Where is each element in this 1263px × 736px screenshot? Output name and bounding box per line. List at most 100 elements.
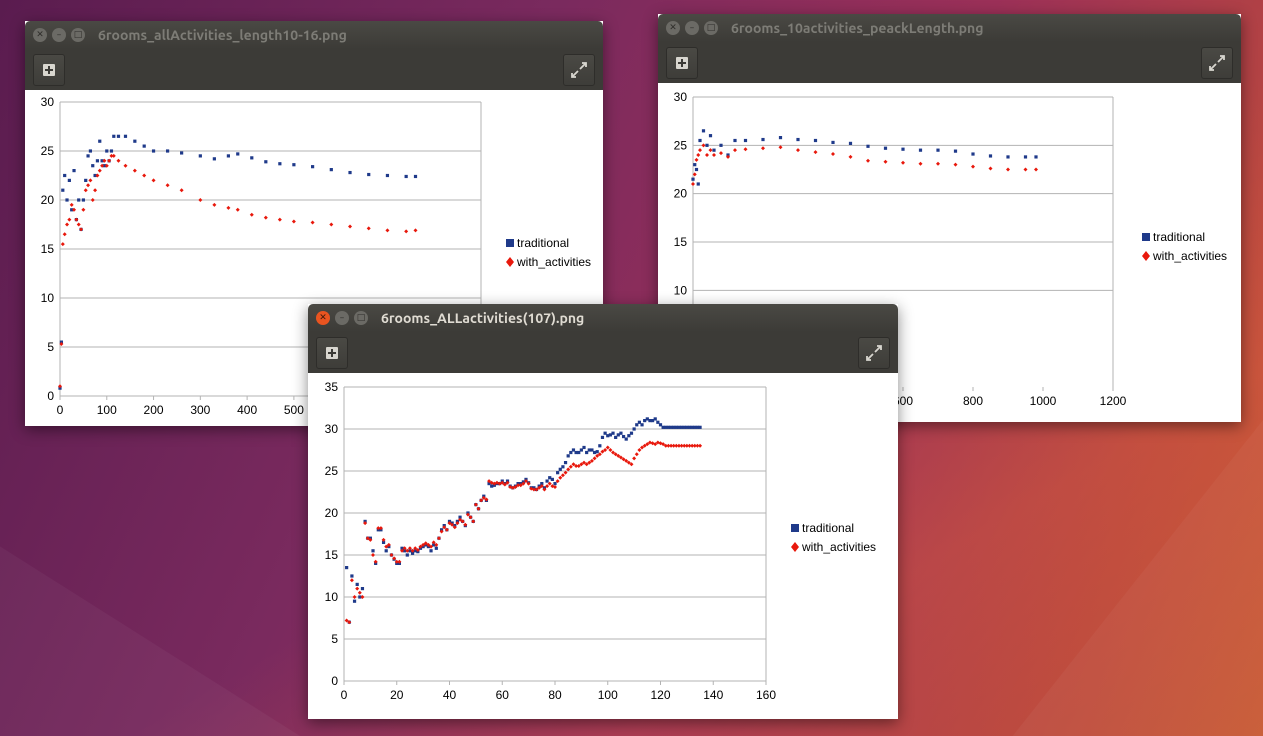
maximize-icon[interactable]: □ [354,311,368,325]
fullscreen-button[interactable] [858,337,890,369]
data-point-with-activities [421,542,426,547]
data-point-with-activities [579,462,584,467]
data-point-with-activities [701,143,706,148]
data-point-traditional [778,136,783,140]
y-tick-label: 10 [325,590,339,604]
close-icon[interactable]: ✕ [666,21,680,35]
data-point-with-activities [642,443,647,448]
data-point-with-activities [796,148,800,153]
data-point-traditional [123,134,128,138]
data-point-with-activities [692,443,697,448]
data-point-with-activities [59,342,64,347]
image-viewer-window[interactable]: ✕ – □ 6rooms_ALLactivities(107).png 0 5 10… [308,304,898,719]
data-point-with-activities [79,227,84,232]
data-point-with-activities [95,173,100,178]
legend-marker-square [506,239,514,247]
data-point-traditional [98,139,102,143]
data-point-traditional [355,582,359,586]
data-point-with-activities [402,546,407,551]
data-point-traditional [180,151,184,155]
data-point-with-activities [392,556,397,561]
data-point-traditional [1006,155,1010,159]
data-point-with-activities [235,207,240,212]
y-tick-label: 25 [41,144,55,158]
zoom-in-button[interactable] [666,47,698,79]
data-point-traditional [705,143,709,147]
data-point-with-activities [669,443,674,448]
data-point-with-activities [329,222,334,227]
data-point-with-activities [107,158,112,163]
x-tick-label: 200 [144,403,164,417]
window-titlebar[interactable]: ✕ – □ 6rooms_10activities_peackLength.pn… [658,14,1241,42]
data-point-with-activities [613,452,618,457]
data-point-traditional [693,163,697,167]
close-icon[interactable]: ✕ [316,311,330,325]
data-point-traditional [133,139,137,143]
viewer-toolbar [25,49,603,90]
data-point-with-activities [589,458,594,463]
data-point-traditional [561,465,565,469]
minimize-icon[interactable]: – [52,28,66,42]
viewer-toolbar [658,42,1241,83]
data-point-with-activities [58,384,62,389]
data-point-traditional [112,134,116,138]
data-point-traditional [637,420,641,424]
data-point-with-activities [574,463,579,468]
data-point-with-activities [468,515,473,520]
image-content: 0 5 10 15 20 25 30 35 0 20 40 60 80 100 120 140 160 tradi… [308,373,898,719]
data-point-with-activities [373,559,378,564]
data-point-with-activities [371,553,376,557]
data-point-with-activities [413,228,418,233]
data-point-with-activities [102,158,107,163]
data-point-with-activities [661,442,666,447]
data-point-traditional [587,448,591,452]
window-titlebar[interactable]: ✕ – □ 6rooms_allActivities_length10-16.p… [25,21,603,49]
data-point-traditional [658,423,663,427]
maximize-icon[interactable]: □ [71,28,85,42]
maximize-icon[interactable]: □ [704,21,718,35]
y-tick-label: 10 [674,283,688,297]
data-point-with-activities [553,484,557,489]
data-point-with-activities [436,536,441,541]
data-point-traditional [743,138,748,143]
fullscreen-button[interactable] [1201,47,1233,79]
data-point-with-activities [698,443,703,448]
data-point-with-activities [74,217,79,222]
data-point-traditional [677,425,681,429]
data-point-traditional [901,147,905,151]
data-point-traditional [548,476,552,480]
y-tick-label: 0 [331,674,338,688]
data-point-traditional [693,425,697,429]
data-point-traditional [595,450,599,454]
data-point-traditional [264,160,268,164]
data-point-traditional [404,174,408,179]
fullscreen-icon [571,62,587,78]
data-point-traditional [643,419,647,423]
data-point-traditional [611,431,615,435]
data-point-traditional [165,149,170,153]
data-point-traditional [381,540,386,544]
data-point-traditional [571,448,576,452]
window-titlebar[interactable]: ✕ – □ 6rooms_ALLactivities(107).png [308,304,898,332]
data-point-traditional [116,134,121,138]
data-point-with-activities [563,470,568,475]
fullscreen-icon [866,345,882,361]
close-icon[interactable]: ✕ [33,28,47,42]
data-point-with-activities [600,449,605,454]
y-tick-label: 20 [674,187,688,201]
fullscreen-button[interactable] [563,54,595,86]
data-point-with-activities [310,220,315,225]
minimize-icon[interactable]: – [685,21,699,35]
data-point-with-activities [386,542,391,547]
legend-marker-diamond [506,257,514,267]
legend-marker-diamond [791,542,799,552]
data-point-with-activities [691,182,695,186]
zoom-in-button[interactable] [33,54,65,86]
data-point-with-activities [690,443,695,448]
zoom-in-button[interactable] [316,337,348,369]
x-tick-label: 140 [703,688,723,702]
data-point-traditional [640,423,644,427]
minimize-icon[interactable]: – [335,311,349,325]
data-point-with-activities [109,153,114,158]
data-point-traditional [694,167,699,172]
